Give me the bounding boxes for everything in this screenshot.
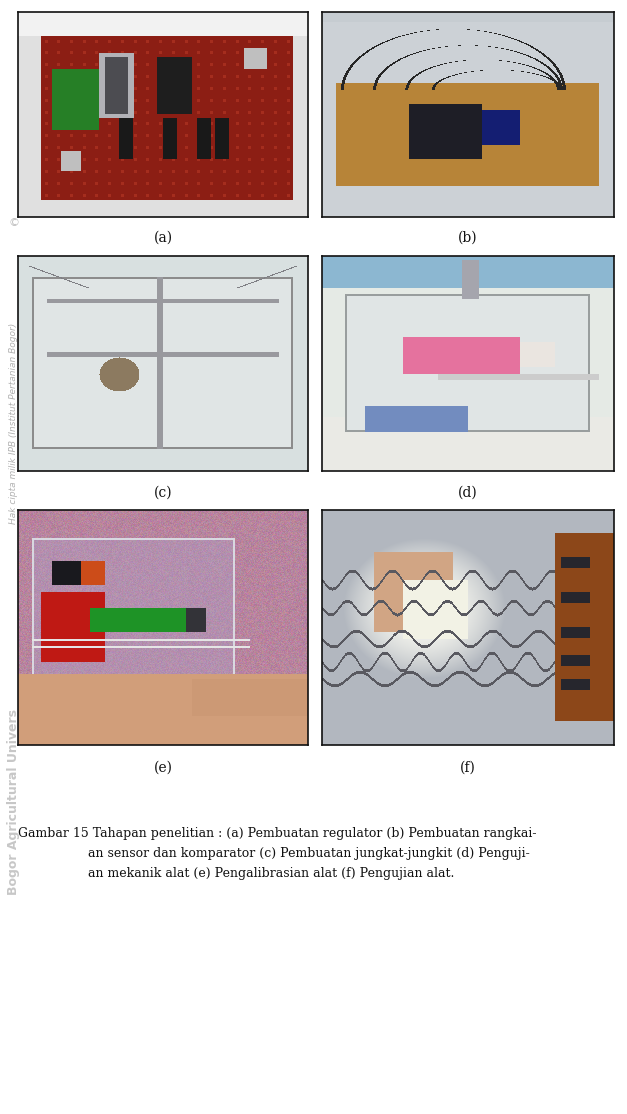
Text: (c): (c) bbox=[154, 486, 172, 499]
Text: (b): (b) bbox=[458, 231, 478, 244]
Text: (d): (d) bbox=[458, 486, 478, 499]
Text: (a): (a) bbox=[154, 231, 172, 244]
Text: ©: © bbox=[8, 218, 19, 227]
Text: (e): (e) bbox=[154, 761, 172, 774]
Text: an mekanik alat (e) Pengalibrasian alat (f) Pengujian alat.: an mekanik alat (e) Pengalibrasian alat … bbox=[88, 867, 455, 880]
Text: Gambar 15 Tahapan penelitian : (a) Pembuatan regulator (b) Pembuatan rangkai-: Gambar 15 Tahapan penelitian : (a) Pembu… bbox=[18, 827, 537, 840]
Text: (f): (f) bbox=[460, 761, 476, 774]
Text: Hak cipta milik IPB (Institut Pertanian Bogor): Hak cipta milik IPB (Institut Pertanian … bbox=[9, 323, 18, 524]
Text: an sensor dan komparator (c) Pembuatan jungkat-jungkit (d) Penguji-: an sensor dan komparator (c) Pembuatan j… bbox=[88, 847, 530, 860]
Text: Bogor Agricultural Univers: Bogor Agricultural Univers bbox=[8, 710, 20, 895]
